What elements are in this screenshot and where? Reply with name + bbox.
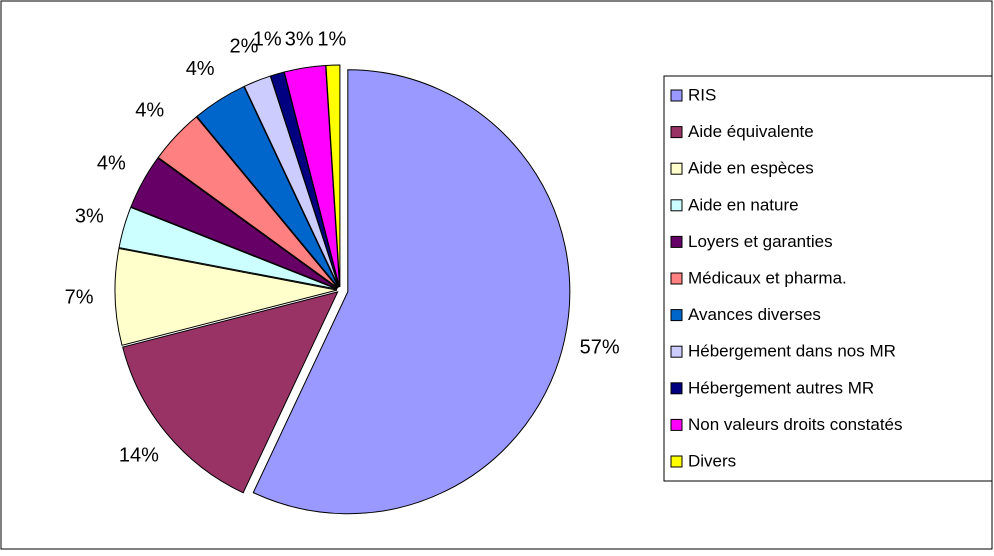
data-label: 4%: [97, 153, 126, 175]
data-label: 3%: [285, 28, 314, 50]
legend-swatch: [670, 272, 683, 285]
pie-slice: [252, 69, 571, 515]
data-label: 2%: [229, 36, 258, 58]
data-label: 1%: [317, 28, 346, 50]
legend-label: Divers: [688, 451, 736, 470]
data-label: 14%: [119, 445, 159, 467]
legend-label: Loyers et garanties: [688, 232, 833, 251]
legend-swatch: [670, 235, 683, 248]
data-label: 57%: [580, 336, 620, 358]
data-label: 4%: [186, 58, 215, 80]
legend-swatch: [670, 345, 683, 358]
legend-swatch: [670, 126, 683, 139]
legend-label: Médicaux et pharma.: [688, 268, 847, 287]
pie-slice: [157, 116, 339, 289]
legend-label: RIS: [688, 85, 716, 104]
pie-slice: [130, 157, 338, 290]
legend-box: [663, 75, 993, 482]
legend-swatch: [670, 199, 683, 212]
legend-label: Non valeurs droits constatés: [688, 415, 903, 434]
data-label: 4%: [135, 100, 164, 122]
data-label: 3%: [75, 205, 104, 227]
pie-slice: [114, 247, 338, 346]
pie-slice: [118, 206, 338, 290]
legend-swatch: [670, 455, 683, 468]
legend-label: Avances diverses: [688, 305, 821, 324]
legend-swatch: [670, 309, 683, 322]
legend-swatch: [670, 418, 683, 431]
legend-label: Aide en nature: [688, 195, 799, 214]
legend-swatch: [670, 382, 683, 395]
pie-slice: [196, 85, 339, 288]
legend-swatch: [670, 89, 683, 102]
legend-label: Hébergement autres MR: [688, 378, 874, 397]
pie-slice: [122, 291, 339, 494]
data-label: 1%: [253, 28, 282, 50]
data-label: 7%: [65, 286, 94, 308]
legend-label: Aide équivalente: [688, 122, 814, 141]
pie-slice: [325, 64, 341, 288]
legend-label: Hébergement dans nos MR: [688, 342, 896, 361]
legend-label: Aide en espèces: [688, 159, 814, 178]
legend-swatch: [670, 162, 683, 175]
